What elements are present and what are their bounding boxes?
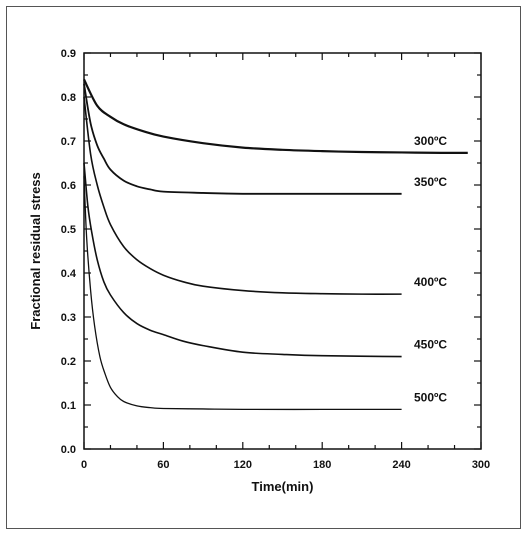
series-line <box>83 78 468 155</box>
y-tick-label: 0.6 <box>61 180 76 192</box>
series-line <box>83 162 402 358</box>
chart-frame <box>6 6 521 529</box>
axis-ticks <box>83 52 482 450</box>
x-tick-label: 240 <box>392 459 410 471</box>
y-tick-label: 0.8 <box>61 92 76 104</box>
series-label: 400ºC <box>414 275 447 289</box>
y-axis-title: Fractional residual stress <box>28 172 43 330</box>
x-tick-label: 120 <box>234 459 252 471</box>
y-tick-label: 0.9 <box>61 48 76 60</box>
y-tick-label: 0.1 <box>61 400 76 412</box>
series-line <box>83 96 402 295</box>
y-tick-label: 0.7 <box>61 136 76 148</box>
y-tick-labels: 0.0 0.1 0.2 0.3 0.4 0.5 0.6 0.7 0.8 0.9 <box>61 48 77 456</box>
y-tick-label: 0.3 <box>61 312 76 324</box>
series-label: 350ºC <box>414 175 447 189</box>
series-lines <box>83 78 468 411</box>
x-axis-title: Time(min) <box>252 479 314 494</box>
series-label: 500ºC <box>414 390 447 404</box>
x-tick-label: 0 <box>81 459 87 471</box>
series-label: 450ºC <box>414 338 447 352</box>
y-tick-label: 0.0 <box>61 444 76 456</box>
y-tick-label: 0.4 <box>61 268 77 280</box>
series-labels: 300ºC 350ºC 400ºC 450ºC 500ºC <box>414 134 447 405</box>
y-tick-label: 0.5 <box>61 224 76 236</box>
x-tick-label: 180 <box>313 459 331 471</box>
x-tick-label: 60 <box>157 459 169 471</box>
x-tick-labels: 0 60 120 180 240 300 <box>81 459 490 471</box>
x-tick-label: 300 <box>472 459 490 471</box>
series-line <box>83 176 402 411</box>
series-label: 300ºC <box>414 134 447 148</box>
y-tick-label: 0.2 <box>61 356 76 368</box>
series-line <box>83 83 402 195</box>
